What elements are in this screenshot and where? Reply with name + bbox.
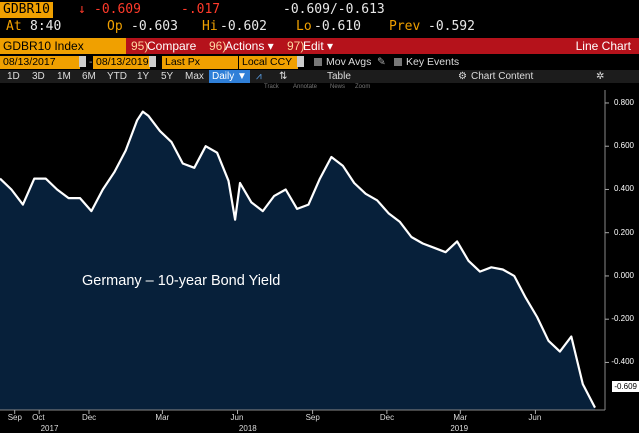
actions-number: 96) [209,39,227,53]
x-tick-label: Jun [230,413,244,422]
y-axis-ticks [605,102,609,363]
high-value: -0.602 [220,19,267,34]
x-tick-label: Sep [305,413,320,422]
edit-menu[interactable]: Edit ▾ [303,39,334,53]
period-5y[interactable]: 5Y [161,71,174,82]
start-date-field[interactable]: 08/13/2017 [0,56,80,69]
y-tick-label: 0.000 [613,270,634,280]
x-tick-label: Mar [453,413,468,422]
low-label: Lo [296,19,312,34]
chart-annotation: Germany – 10-year Bond Yield [82,273,281,289]
end-date-field[interactable]: 08/13/2019 [93,56,150,69]
annotate-tool[interactable]: Annotate [293,84,318,90]
x-axis-ticks [14,410,536,414]
y-tick-label: 0.200 [613,227,634,237]
frequency-select[interactable]: Daily ▼ [209,70,250,83]
last-price: -0.609 [94,2,141,17]
period-ytd[interactable]: YTD [107,71,127,82]
compare-button[interactable]: Compare [147,39,197,53]
period-1y[interactable]: 1Y [137,71,150,82]
key-events-label[interactable]: Key Events [406,56,460,68]
key-events-checkbox[interactable] [394,58,402,66]
track-tool[interactable]: Track [264,84,279,90]
price-field-select[interactable]: Last Px [162,56,238,69]
calendar-icon[interactable] [149,56,156,67]
down-arrow-icon: ↓ [78,2,86,17]
table-button[interactable]: Table [327,71,351,82]
pencil-icon[interactable]: ✎ [377,56,386,68]
y-tick-label: 0.800 [613,97,634,107]
period-3d[interactable]: 3D [32,71,45,82]
calendar-icon[interactable] [79,56,86,67]
x-year-label: 2018 [238,424,257,433]
chart-type-title: Line Chart [575,39,631,53]
x-tick-label: Jun [528,413,542,422]
x-tick-label: Dec [81,413,97,422]
dropdown-icon[interactable] [297,56,304,67]
chart-content-button[interactable]: Chart Content [471,71,534,82]
period-1m[interactable]: 1M [57,71,71,82]
x-tick-label: Dec [379,413,395,422]
high-label: Hi [202,19,218,34]
time-value: 8:40 [30,19,62,34]
x-year-label: 2019 [450,424,469,433]
x-year-label: 2017 [40,424,59,433]
time-label: At [6,19,22,34]
yield-chart[interactable] [0,90,639,433]
function-toolbar: GDBR10 Index 95) Compare 96) Actions ▾ 9… [0,38,639,54]
line-chart-icon[interactable]: ⩘ [256,71,262,82]
bid-ask: -0.609/-0.613 [283,2,385,17]
last-value-label: -0.609 [612,381,639,392]
security-field[interactable]: GDBR10 Index [0,38,126,54]
open-value: -0.603 [131,19,178,34]
date-separator: - [89,56,93,68]
edit-number: 97) [287,39,305,53]
y-tick-label: 0.400 [613,184,634,194]
y-tick-label: -0.200 [611,314,634,324]
zoom-tool[interactable]: Zoom [355,84,371,90]
chart-content-icon[interactable]: ⚙ [458,71,467,82]
open-label: Op [107,19,123,34]
mov-avgs-label[interactable]: Mov Avgs [326,56,372,68]
period-max[interactable]: Max [185,71,204,82]
ticker-symbol[interactable]: GDBR10 [0,2,53,18]
period-6m[interactable]: 6M [82,71,96,82]
net-change: -.017 [181,2,221,17]
controls-row: 08/13/2017 - 08/13/2019 Last Px Local CC… [0,55,639,69]
compare-number: 95) [131,39,149,53]
mov-avgs-checkbox[interactable] [314,58,322,66]
actions-menu[interactable]: Actions ▾ [225,39,274,53]
news-tool[interactable]: News [330,84,346,90]
period-row: 1D 3D 1M 6M YTD 1Y 5Y Max Daily ▼ ⩘ ⇅ Ta… [0,70,639,83]
yield-area [0,111,595,410]
prev-value: -0.592 [428,19,475,34]
currency-select[interactable]: Local CCY [239,56,298,69]
x-tick-label: Sep [7,413,22,422]
period-1d[interactable]: 1D [7,71,20,82]
chart-style-icon[interactable]: ⇅ [279,71,288,82]
x-tick-label: Oct [32,413,45,422]
low-value: -0.610 [314,19,361,34]
yield-line [0,110,596,409]
y-tick-label: -0.400 [611,357,634,367]
x-tick-label: Mar [155,413,170,422]
settings-gear-icon[interactable]: ✲ [596,71,605,82]
y-tick-label: 0.600 [613,141,634,151]
prev-label: Prev [389,19,421,34]
